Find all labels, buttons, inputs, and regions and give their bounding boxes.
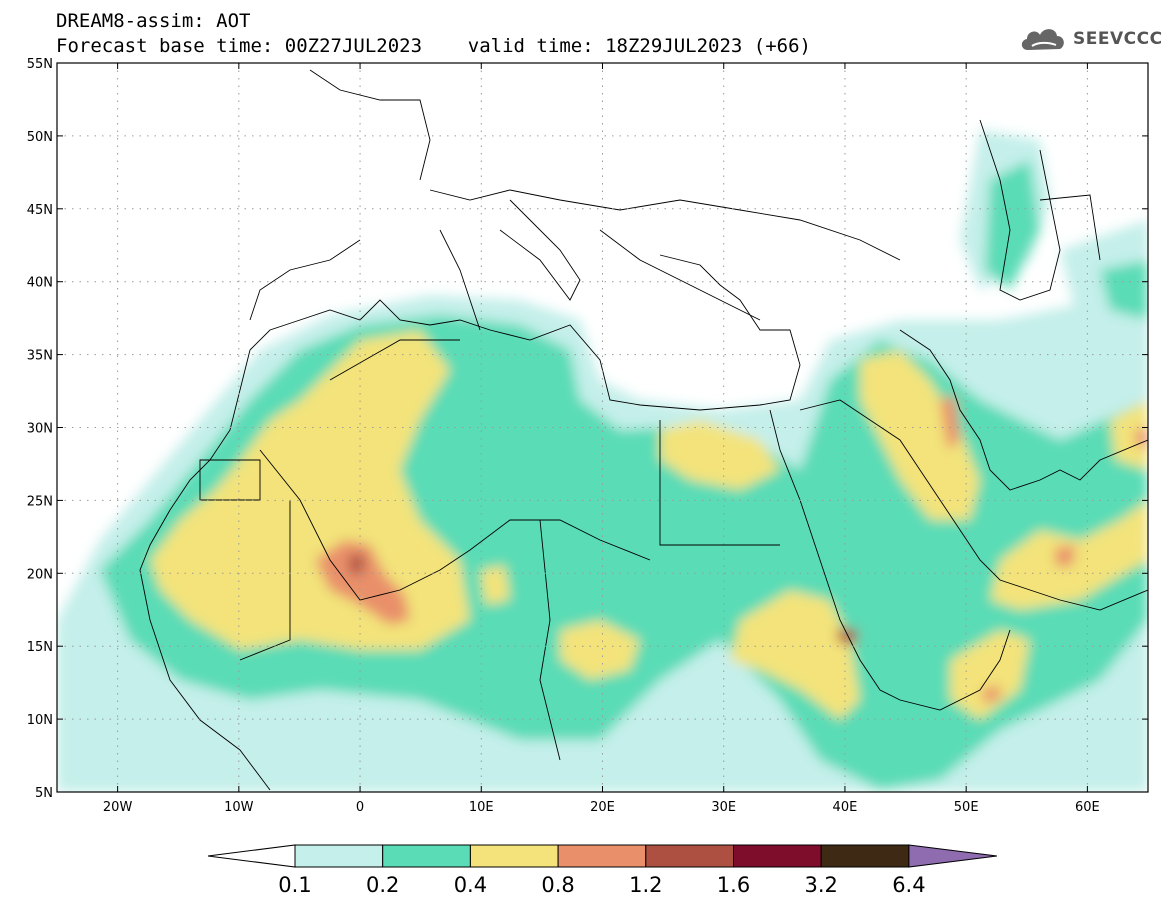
colorbar-segment	[382, 844, 471, 868]
lon-tick-label: 50E	[954, 800, 979, 815]
longitude-axis: 20W 10W 0 10E 20E 30E 40E 50E 60E	[103, 800, 1100, 815]
colorbar-under-arrow	[207, 844, 296, 868]
lat-tick-label: 15N	[27, 640, 53, 655]
colorbar-label: 6.4	[892, 873, 925, 897]
lat-tick-label: 25N	[27, 494, 53, 509]
latitude-axis: 55N 50N 45N 40N 35N 30N 25N 20N 15N 10N 5N	[27, 57, 53, 801]
seevccc-logo: SEEVCCC	[1018, 24, 1163, 54]
lat-tick-label: 10N	[27, 713, 53, 728]
colorbar-label: 1.6	[717, 873, 750, 897]
forecast-time-line: Forecast base time: 00Z27JUL2023 valid t…	[56, 35, 811, 57]
map-title: DREAM8-assim: AOT	[56, 10, 251, 32]
colorbar-label: 0.2	[366, 873, 399, 897]
colorbar-segment	[645, 844, 734, 868]
lat-tick-label: 45N	[27, 203, 53, 218]
colorbar-label: 0.8	[541, 873, 574, 897]
colorbar-over-arrow	[908, 844, 997, 868]
lon-tick-label: 60E	[1075, 800, 1100, 815]
lon-tick-label: 0	[356, 800, 364, 815]
colorbar-labels: 0.1 0.2 0.4 0.8 1.2 1.6 3.2 6.4	[278, 873, 925, 897]
graticule	[57, 63, 1148, 792]
lon-tick-label: 20W	[103, 800, 133, 815]
coastlines	[139, 69, 1148, 791]
lon-tick-label: 20E	[590, 800, 615, 815]
dust-field	[57, 63, 1148, 792]
colorbar-label: 1.2	[629, 873, 662, 897]
lon-tick-label: 10W	[224, 800, 254, 815]
colorbar-segment	[469, 844, 559, 868]
lat-tick-label: 40N	[27, 276, 53, 291]
lon-tick-label: 30E	[711, 800, 736, 815]
axis-ticks	[57, 62, 1148, 793]
lat-tick-label: 35N	[27, 349, 53, 364]
lat-tick-label: 5N	[35, 786, 53, 801]
colorbar-segment	[733, 844, 822, 868]
lat-tick-label: 50N	[27, 130, 53, 145]
lat-tick-label: 30N	[27, 422, 53, 437]
colorbar-segment	[820, 844, 910, 868]
lat-tick-label: 20N	[27, 567, 53, 582]
colorbar-segment	[557, 844, 647, 868]
lat-tick-label: 55N	[27, 57, 53, 72]
colorbar-label: 0.4	[454, 873, 487, 897]
cloud-icon	[1021, 29, 1064, 50]
lon-tick-label: 10E	[469, 800, 494, 815]
colorbar	[207, 844, 997, 868]
colorbar-label: 3.2	[804, 873, 837, 897]
colorbar-label: 0.1	[278, 873, 311, 897]
colorbar-segment	[294, 844, 384, 868]
logo-text: SEEVCCC	[1073, 29, 1163, 49]
lon-tick-label: 40E	[833, 800, 858, 815]
